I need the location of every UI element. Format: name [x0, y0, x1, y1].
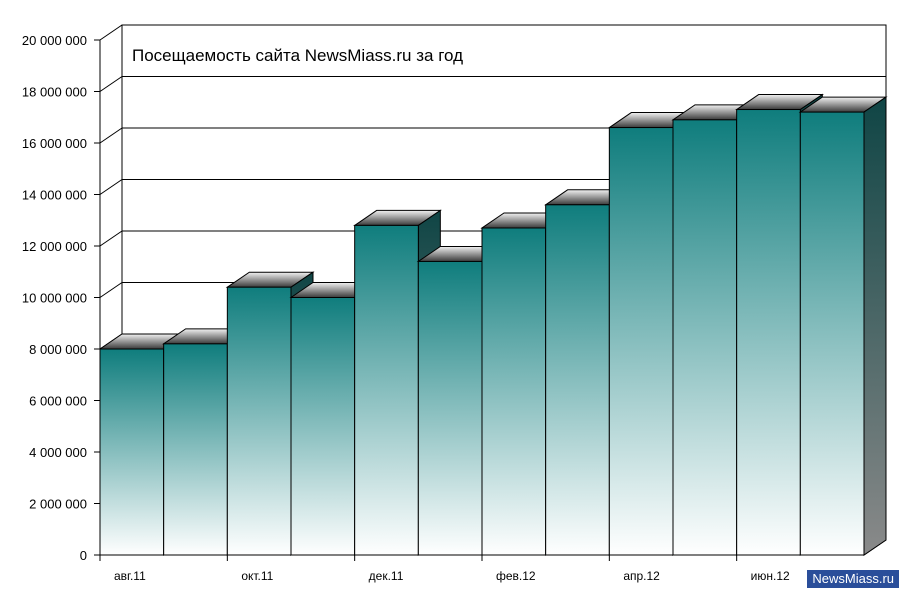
y-tick-label: 18 000 000	[22, 85, 87, 100]
bar-side	[863, 96, 887, 556]
bar	[672, 119, 738, 556]
x-axis: авг.11 окт.11 дек.11 фев.12 апр.12 июн.12	[99, 554, 864, 583]
bar	[736, 109, 801, 556]
x-tick-label: дек.11	[369, 569, 404, 583]
left-wall-top-edge	[99, 24, 123, 41]
y-tick-label: 2 000 000	[29, 497, 87, 512]
bar	[417, 260, 483, 556]
y-tick-label: 4 000 000	[29, 445, 87, 460]
y-tick-label: 14 000 000	[22, 188, 87, 203]
bar	[290, 297, 356, 556]
bar	[226, 286, 292, 556]
gridline-diagonal	[99, 282, 123, 298]
bar	[354, 224, 419, 556]
y-tick-label: 0	[80, 548, 87, 563]
bar	[163, 343, 228, 556]
gridline-diagonal	[99, 179, 123, 195]
y-tick-label: 16 000 000	[22, 136, 87, 151]
bar	[799, 111, 865, 556]
y-axis: 0 2 000 000 4 000 000 6 000 000 8 000 000 10 …	[22, 33, 101, 563]
bar	[481, 227, 547, 556]
x-tick-label: июн.12	[751, 569, 790, 583]
gridline-diagonal	[99, 127, 123, 144]
bars	[98, 93, 888, 556]
x-tick-label: окт.11	[241, 569, 273, 583]
y-tick-label: 12 000 000	[22, 239, 87, 254]
bar	[545, 204, 610, 556]
y-tick-label: 10 000 000	[22, 291, 87, 306]
bar	[99, 348, 165, 556]
y-tick-label: 8 000 000	[29, 342, 87, 357]
bar-group	[798, 96, 888, 556]
site-watermark[interactable]: NewsMiass.ru	[807, 570, 899, 588]
x-tick-label: авг.11	[114, 569, 146, 583]
gridline-diagonal	[99, 230, 123, 247]
y-tick-label: 6 000 000	[29, 394, 87, 409]
y-tick-label: 20 000 000	[22, 33, 87, 48]
chart-title: Посещаемость сайта NewsMiass.ru за год	[132, 46, 463, 65]
x-tick-label: фев.12	[496, 569, 536, 583]
gridline-diagonal	[99, 76, 123, 92]
bar	[608, 127, 674, 556]
x-tick-label: апр.12	[623, 569, 660, 583]
